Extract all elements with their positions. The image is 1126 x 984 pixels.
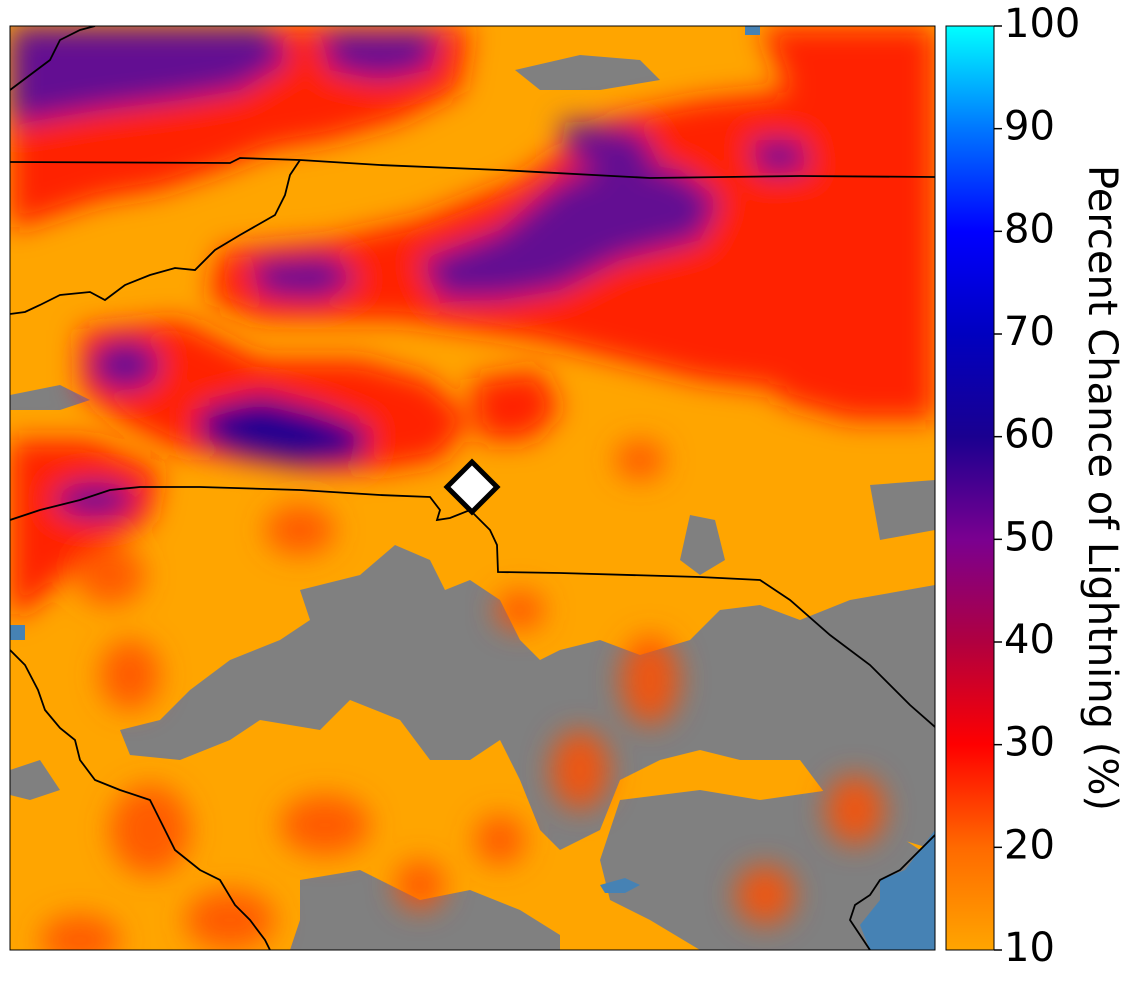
moderate-prob-spot <box>40 915 120 950</box>
very-high-prob-area-east <box>750 140 810 175</box>
moderate-prob-spot <box>110 785 190 875</box>
colorbar-ticks: 10 20 30 40 50 60 70 80 90 100 <box>994 1 1080 971</box>
map-panel <box>10 26 935 950</box>
very-high-prob-spot <box>90 340 160 390</box>
moderate-prob-spot <box>185 890 275 950</box>
colorbar: 10 20 30 40 50 60 70 80 90 100 Percent Chance of … <box>945 1 1125 971</box>
no-data-region-central <box>120 545 935 850</box>
very-high-prob-area-northwest <box>10 26 290 125</box>
moderate-prob-spot <box>100 640 160 710</box>
colorbar-tick-label: 70 <box>1004 309 1055 355</box>
very-high-prob-area-mid <box>250 255 360 300</box>
diamond-location-marker[interactable] <box>443 458 501 516</box>
colorbar-tick-label: 50 <box>1004 514 1055 560</box>
border-northwest-corner <box>10 26 96 91</box>
moderate-prob-spot <box>615 440 665 480</box>
colorbar-tick-label: 40 <box>1004 617 1055 663</box>
inland-water <box>745 26 760 35</box>
no-data-region-south <box>290 870 560 950</box>
high-prob-area-central-west <box>80 320 470 470</box>
colorbar-tick-label: 90 <box>1004 104 1055 150</box>
high-prob-area-west-edge <box>10 440 160 620</box>
moderate-prob-spot <box>735 865 795 925</box>
border-northwest-river <box>10 159 301 315</box>
border-central <box>10 486 935 728</box>
no-data-region-east2 <box>870 480 935 540</box>
colorbar-tick-label: 10 <box>1004 925 1055 971</box>
colorbar-label: Percent Chance of Lightning (%) <box>1079 165 1125 811</box>
moderate-prob-spot <box>495 590 545 630</box>
colorbar-tick-label: 60 <box>1004 412 1055 458</box>
no-data-region-east <box>680 515 725 575</box>
moderate-prob-spot <box>550 730 610 810</box>
colorbar-gradient <box>945 25 995 951</box>
high-prob-area-east-band <box>760 320 935 420</box>
very-high-prob-area-north <box>320 30 440 80</box>
water-bodies <box>10 26 935 950</box>
moderate-prob-spot <box>620 635 680 725</box>
colorbar-tick-label: 100 <box>1004 1 1080 47</box>
border-north <box>10 157 935 179</box>
moderate-prob-spot <box>475 815 525 865</box>
moderate-prob-spot <box>395 860 445 910</box>
moderate-prob-spot <box>825 775 885 845</box>
colorbar-tick-label: 20 <box>1004 822 1055 868</box>
moderate-prob-spot <box>280 795 370 855</box>
very-high-prob-spot <box>55 482 135 518</box>
high-prob-area-center-spot <box>470 370 560 440</box>
colorbar-tick-label: 80 <box>1004 206 1055 252</box>
colorbar-tick-label: 30 <box>1004 720 1055 766</box>
no-data-region-sw <box>10 760 60 800</box>
map-frame <box>9 25 936 951</box>
peak-prob-core <box>200 395 370 465</box>
high-prob-area-northeast <box>760 26 935 160</box>
inland-water <box>600 878 640 893</box>
very-high-prob-area-northeast <box>560 120 660 170</box>
inland-water <box>10 625 25 640</box>
no-data-region-north <box>515 55 660 90</box>
probability-field <box>10 26 935 950</box>
coastline <box>849 834 935 950</box>
moderate-prob-spot <box>75 545 145 605</box>
moderate-prob-spot <box>265 505 335 555</box>
state-borders <box>10 26 935 950</box>
coastal-water <box>860 830 935 950</box>
border-southwest-river <box>10 649 271 950</box>
no-data-region-west <box>10 385 90 410</box>
very-high-prob-area-band <box>420 160 720 300</box>
